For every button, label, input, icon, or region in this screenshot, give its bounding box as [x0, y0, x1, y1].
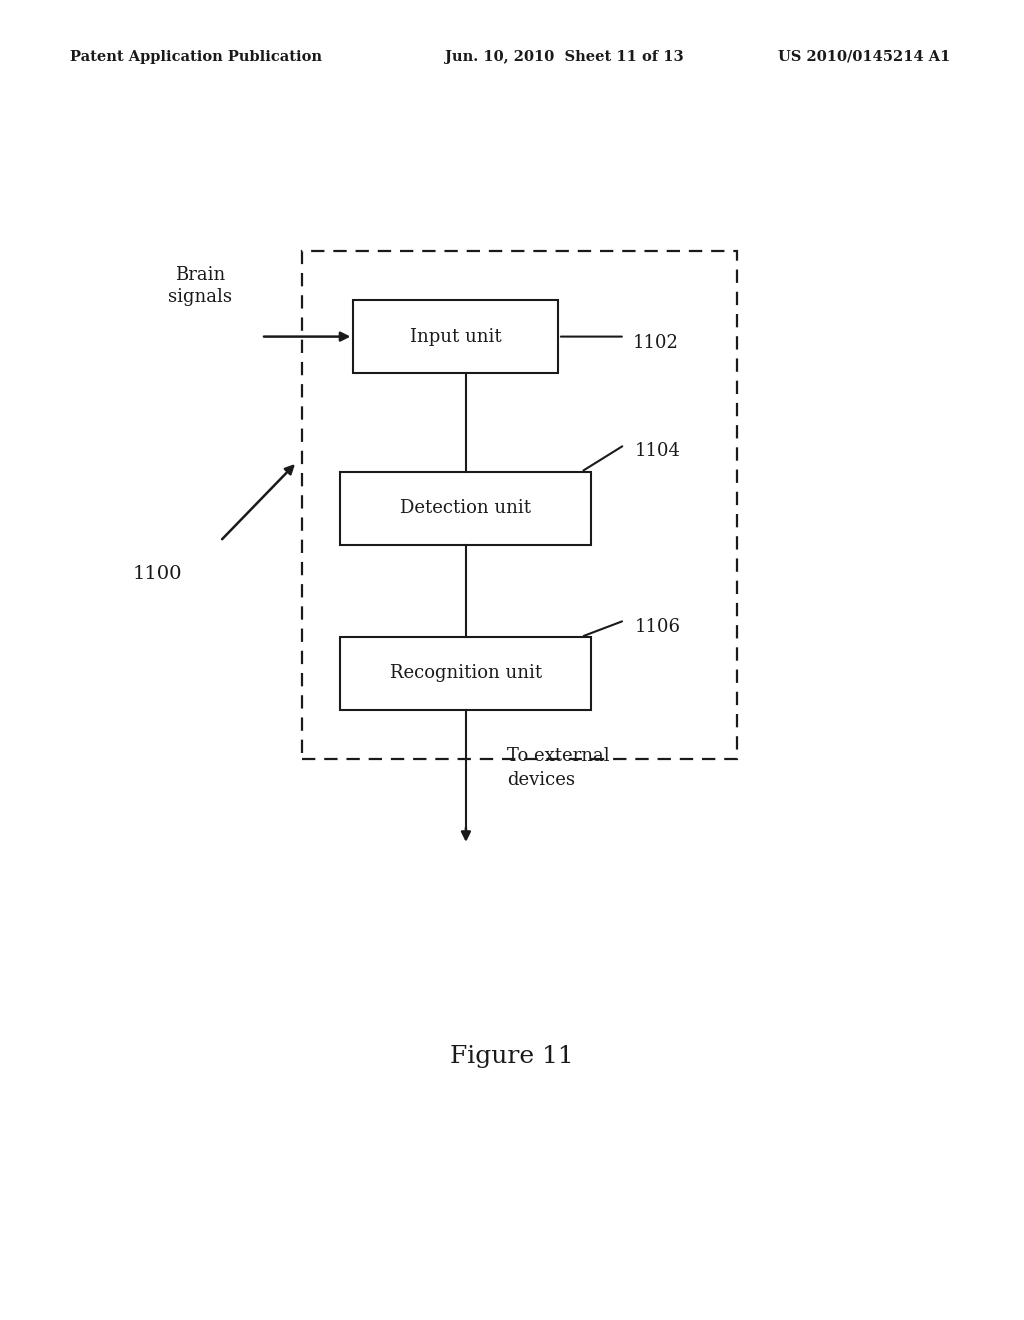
Text: 1100: 1100: [133, 565, 182, 583]
Text: Figure 11: Figure 11: [451, 1044, 573, 1068]
Text: Detection unit: Detection unit: [400, 499, 531, 517]
Text: 1106: 1106: [635, 618, 681, 636]
Bar: [353, 300, 558, 372]
Text: To external
devices: To external devices: [507, 747, 609, 789]
Text: Input unit: Input unit: [410, 327, 502, 346]
Bar: [302, 251, 737, 759]
Text: Brain
signals: Brain signals: [168, 267, 231, 306]
Text: US 2010/0145214 A1: US 2010/0145214 A1: [778, 50, 950, 63]
Text: 1102: 1102: [633, 334, 679, 352]
Text: Recognition unit: Recognition unit: [390, 664, 542, 682]
Bar: [340, 636, 592, 710]
Text: Patent Application Publication: Patent Application Publication: [70, 50, 322, 63]
Text: 1104: 1104: [635, 442, 681, 461]
Text: Jun. 10, 2010  Sheet 11 of 13: Jun. 10, 2010 Sheet 11 of 13: [445, 50, 684, 63]
Bar: [340, 471, 592, 544]
